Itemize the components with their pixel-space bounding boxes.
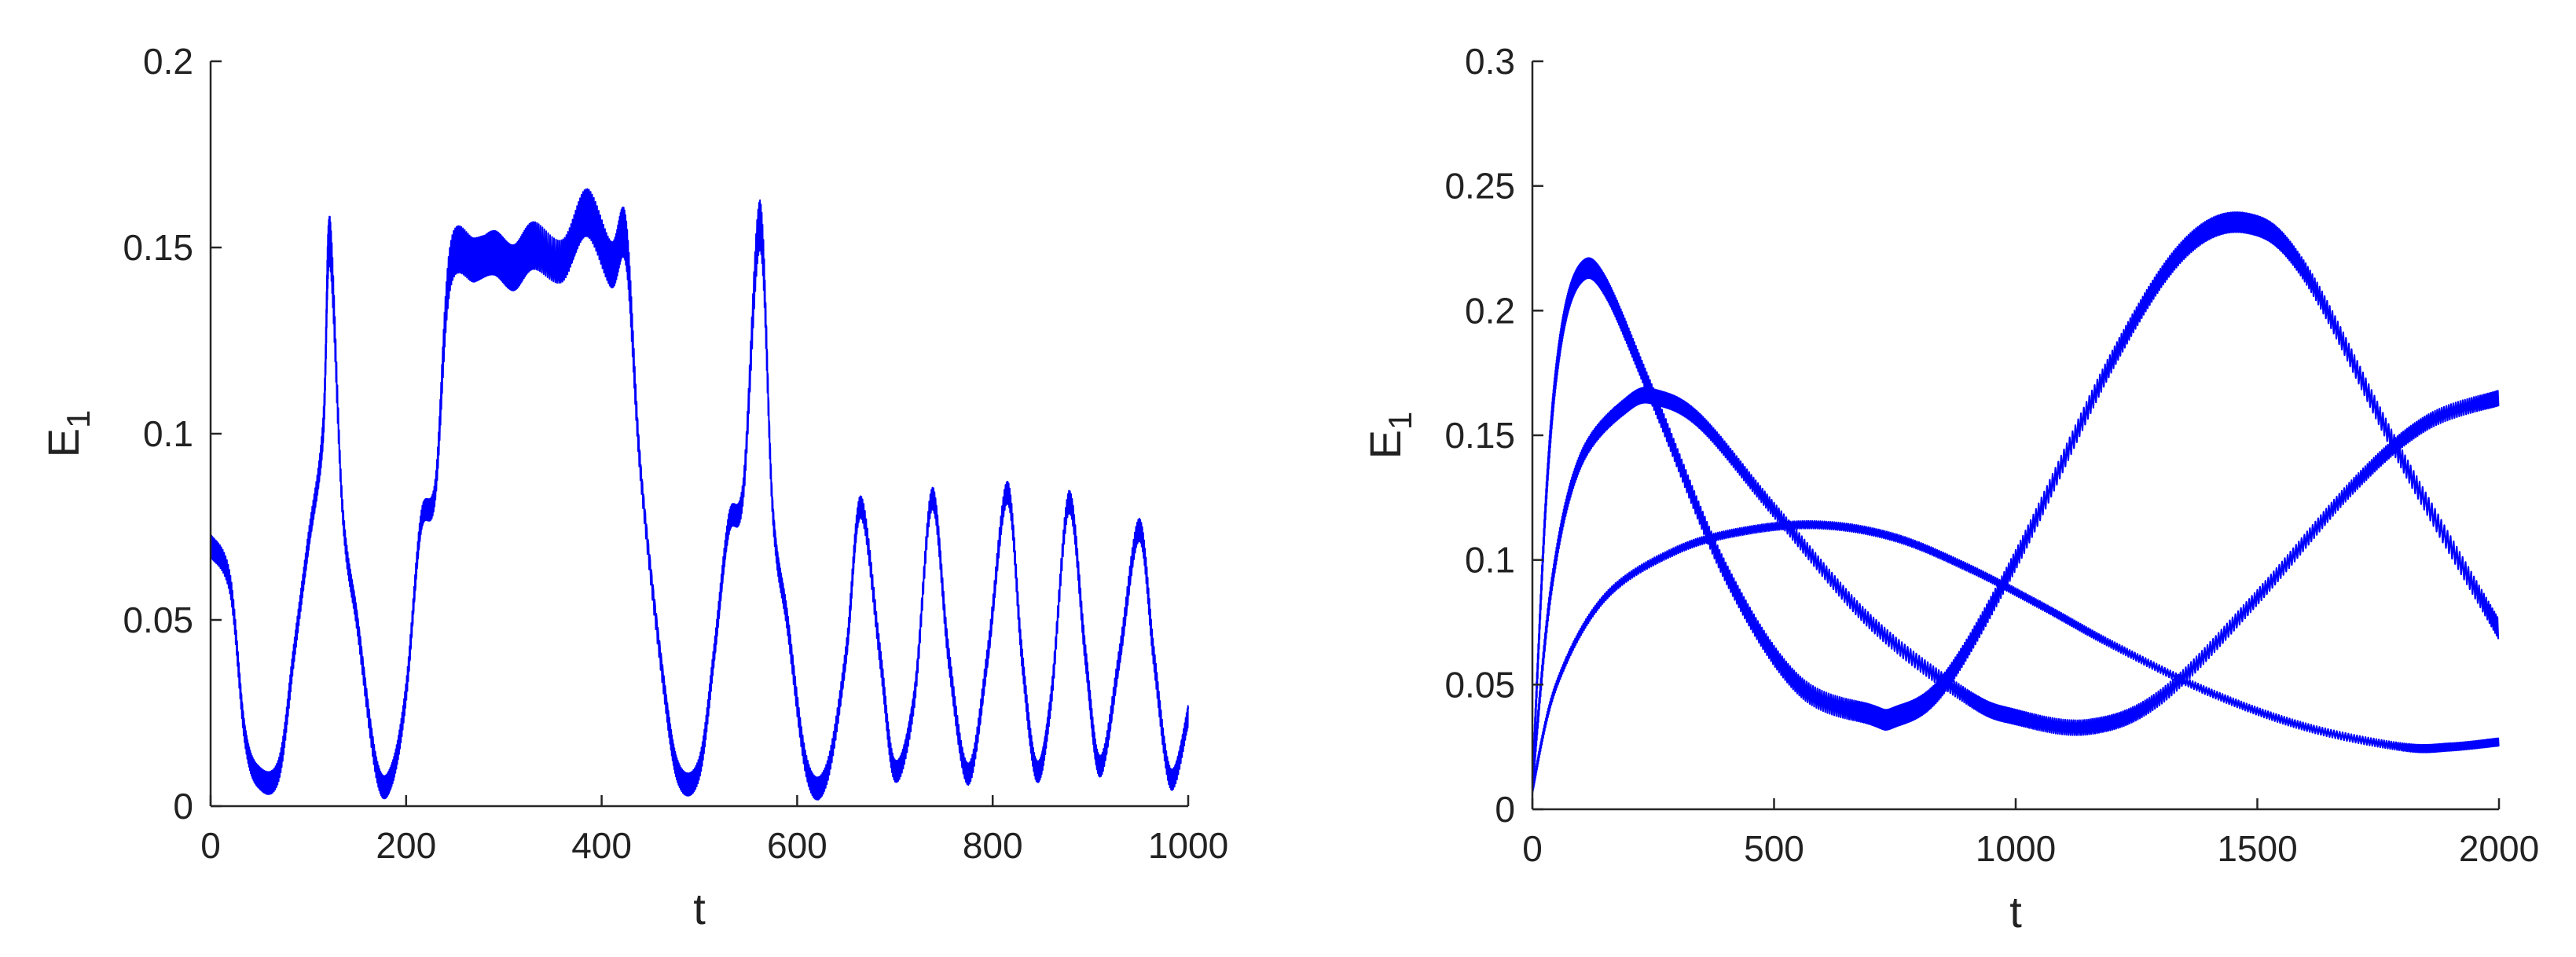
right-plot-panel: 0 500 1000 1500 2000 0 0.05 0.1 0.15 0.2 0.25 0.3 t E… (1360, 41, 2539, 937)
right-plot-y-tick-label: 0.3 (1465, 41, 1515, 82)
right-plot-x-tick-label: 1500 (2217, 828, 2297, 869)
right-plot-series-2 (1531, 519, 2500, 794)
left-plot-series-0 (210, 188, 1189, 801)
right-plot-x-tick-label: 2000 (2459, 828, 2539, 869)
right-plot-y-tick-label: 0 (1495, 789, 1515, 830)
left-plot-y-axis-label: E1 (39, 410, 97, 458)
right-plot-x-tick-label: 500 (1744, 828, 1804, 869)
left-plot-x-tick-label: 600 (767, 825, 827, 866)
right-plot-y-tick-label: 0.15 (1444, 415, 1515, 456)
right-plot-x-tick-label: 0 (1522, 828, 1543, 869)
right-plot-series-1 (1531, 387, 2500, 791)
right-plot-y-axis-label: E1 (1360, 412, 1418, 460)
left-plot-y-tick-label: 0 (173, 786, 193, 827)
right-plot-y-tick-label: 0.05 (1444, 664, 1515, 705)
right-plot-x-axis-label: t (2009, 887, 2022, 937)
left-plot-y-tick-label: 0.2 (143, 41, 193, 82)
left-plot-y-tick-label: 0.15 (123, 227, 193, 268)
right-plot-y-tick-label: 0.2 (1465, 290, 1515, 331)
left-plot-y-tick-label: 0.05 (123, 600, 193, 640)
left-plot-y-tick-label: 0.1 (143, 413, 193, 454)
right-plot-y-tick-label: 0.1 (1465, 540, 1515, 581)
left-plot-x-tick-label: 800 (963, 825, 1023, 866)
right-plot-series-0 (1531, 211, 2500, 793)
left-plot-x-tick-label: 400 (571, 825, 632, 866)
right-plot-y-tick-label: 0.25 (1444, 166, 1515, 207)
left-plot-x-tick-label: 200 (376, 825, 436, 866)
left-plot-x-tick-label: 0 (200, 825, 221, 866)
left-plot-panel: 0 200 400 600 800 1000 0 0.05 0.1 0.15 0.2 t E1 (39, 41, 1228, 933)
right-plot-x-tick-label: 1000 (1976, 828, 2056, 869)
left-plot-x-axis-label: t (693, 884, 706, 933)
left-plot-x-tick-label: 1000 (1148, 825, 1228, 866)
